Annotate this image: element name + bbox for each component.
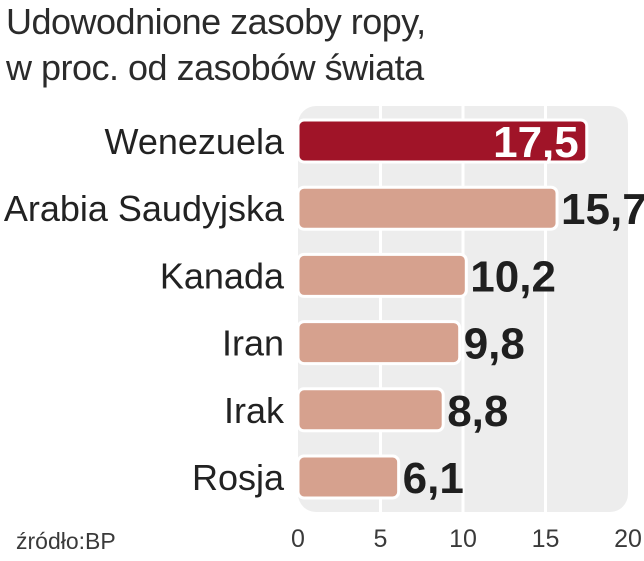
bar-rosja	[296, 454, 401, 500]
value-label: 17,5	[493, 118, 579, 167]
category-label: Rosja	[192, 457, 285, 498]
value-label: 10,2	[470, 252, 556, 301]
value-label: 15,7	[561, 185, 644, 234]
category-label: Iran	[222, 323, 284, 364]
x-tick-label: 10	[449, 525, 477, 553]
value-label: 9,8	[464, 320, 525, 369]
x-tick-label: 0	[291, 525, 305, 553]
bar-kanada	[296, 252, 468, 298]
value-label: 6,1	[403, 454, 464, 503]
bar-irak	[296, 387, 445, 433]
category-label: Irak	[224, 390, 285, 431]
x-tick-label: 5	[374, 525, 388, 553]
value-label: 8,8	[447, 387, 508, 436]
chart-title-line-1: Udowodnione zasoby ropy,	[6, 1, 426, 42]
x-tick-label: 20	[614, 525, 642, 553]
source-note: źródło:BP	[16, 528, 116, 554]
category-label: Wenezuela	[105, 121, 285, 162]
x-tick-label: 15	[532, 525, 560, 553]
category-label: Kanada	[160, 255, 285, 296]
chart-title-line-2: w proc. od zasobów świata	[6, 47, 424, 88]
bar-wenezuela	[296, 118, 589, 164]
category-label: Arabia Saudyjska	[4, 188, 285, 229]
bar-arabia-saudyjska	[296, 185, 559, 231]
bar-iran	[296, 320, 462, 366]
